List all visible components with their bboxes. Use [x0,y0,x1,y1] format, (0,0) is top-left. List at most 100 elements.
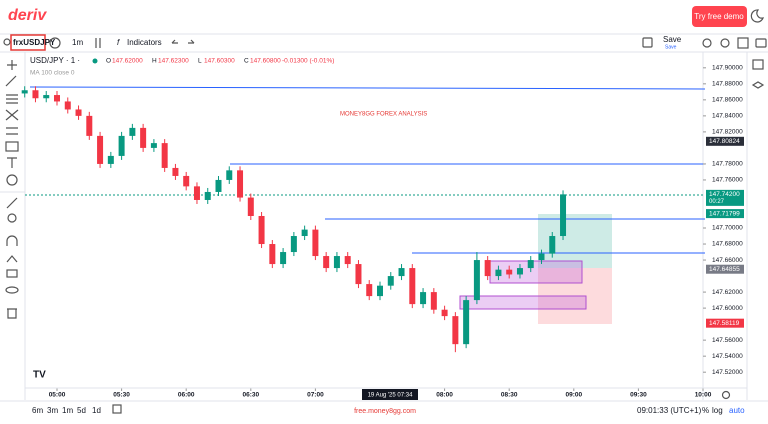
range-button[interactable]: 1d [92,406,101,415]
ohlc-legend: O 147.62000 H 147.62300 L 147.60300 C 147.60800… [106,58,334,65]
interval[interactable]: 1m [72,38,83,47]
ohlc-key: C [244,58,249,65]
price-badge [706,264,744,274]
logo[interactable]: deriv [8,7,47,24]
range-button[interactable]: 5d [77,406,86,415]
range-button[interactable]: 6m [32,406,43,415]
candle-body [344,256,351,265]
camera-icon[interactable] [755,38,767,48]
candle-body [387,276,394,286]
candle-body [247,197,254,216]
candle-body [538,253,545,261]
y-tick-label: 147.76000 [712,177,743,184]
candle-body [226,170,233,180]
theme-icon[interactable] [750,9,764,23]
axis-settings[interactable] [721,390,731,400]
y-tick-label: 147.86000 [712,97,743,104]
x-tick-label: 08:00 [436,392,453,399]
delete-tool[interactable] [7,308,17,319]
candle-body [473,260,480,301]
y-tick-label: 147.70000 [712,225,743,232]
fullscreen-icon[interactable] [737,37,749,49]
add-icon[interactable] [49,37,61,49]
ohlc-key: L [198,58,202,65]
candle-body [97,135,104,164]
symbol[interactable]: frxUSDJPY [13,38,56,47]
x-tick-label: 06:30 [242,392,259,399]
line-tool[interactable] [5,75,17,87]
checkbox[interactable] [642,37,653,48]
search-icon[interactable] [3,38,11,46]
status-dot [92,58,98,64]
save[interactable]: Save [663,35,682,44]
draw-mode-tool[interactable] [6,255,18,263]
y-tick-label: 147.66000 [712,257,743,264]
symbol-box[interactable] [10,34,46,51]
watchlist-icon[interactable] [752,59,764,70]
rectangle [459,295,587,310]
candle-body [204,191,211,200]
crosshair-time-box [362,389,418,400]
candle-body [183,175,190,187]
candle-body [118,135,125,156]
x-tick-label: 05:30 [113,392,130,399]
fib-tool[interactable] [6,94,18,104]
chart-type-icon[interactable] [95,38,101,48]
range-button[interactable]: 3m [47,406,58,415]
candle-body [269,244,276,265]
demo-button[interactable] [692,6,747,27]
y-tick-label: 147.82000 [712,129,743,136]
candle-body [527,260,534,269]
calendar-icon[interactable] [112,404,122,414]
log-toggle[interactable]: log [712,406,723,415]
candle-body [506,269,513,275]
pattern-tool[interactable] [5,109,19,121]
candle-body [43,95,50,99]
candle-body [430,292,437,310]
layers-icon[interactable] [751,81,765,89]
candle-body [516,268,523,275]
y-tick-label: 147.84000 [712,113,743,120]
x-tick-label: 05:00 [49,392,66,399]
y-tick-label: 147.60000 [712,305,743,312]
candle-body [290,236,297,253]
zoom-tool[interactable] [7,213,17,223]
range-button[interactable]: 1m [62,406,73,415]
fx-icon[interactable]: f [117,38,120,47]
text-tool[interactable] [7,157,17,168]
settings-icon[interactable] [720,38,730,48]
auto-toggle[interactable]: auto [729,406,745,415]
indicators[interactable]: Indicators [127,38,162,47]
x-tick-label: 09:30 [630,392,647,399]
candle-body [409,268,416,305]
prediction-tool[interactable] [6,127,18,135]
save-sub[interactable]: Save [665,44,677,50]
candle-body [280,252,287,265]
magnet-tool[interactable] [6,235,18,246]
y-tick-label: 147.62000 [712,289,743,296]
emoji-tool[interactable] [6,174,18,186]
candle-body [86,115,93,136]
candle-body [452,316,459,345]
demo-button-label[interactable]: Try free demo [694,12,744,21]
visibility-tool[interactable] [5,286,19,294]
price-badge-label: 147.71799 [709,210,740,217]
candle-body [560,194,567,237]
zoom-icon[interactable] [702,38,712,48]
lock-tool[interactable] [6,269,18,278]
undo-icon[interactable] [171,39,178,44]
ruler-tool[interactable] [6,197,18,209]
candle-body [237,170,244,198]
x-tick-label: 08:30 [501,392,518,399]
candle-body [215,179,222,192]
redo-icon[interactable] [188,39,195,44]
percent-toggle[interactable]: % [702,406,709,415]
y-tick-label: 147.78000 [712,161,743,168]
annotation: MONEY8GG FOREX ANALYSIS [340,112,427,118]
x-tick-label: 06:00 [178,392,195,399]
shape-tool[interactable] [5,141,19,152]
cursor-tool[interactable] [7,60,17,70]
candle-body [420,292,427,305]
drawing-tools [0,60,25,319]
